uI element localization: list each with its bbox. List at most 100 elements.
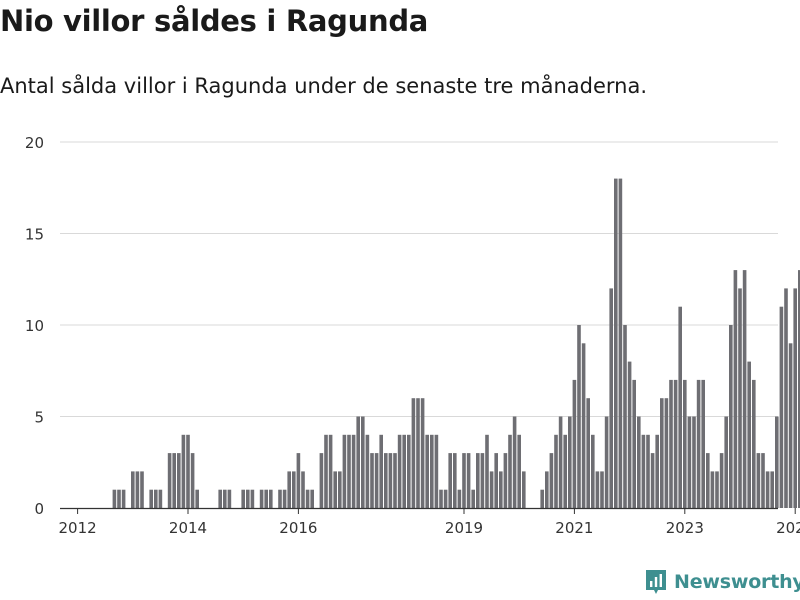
bar (646, 434, 650, 508)
bar (600, 471, 604, 508)
bar (577, 325, 581, 508)
bar (480, 453, 485, 508)
bar (388, 453, 393, 508)
bar (117, 489, 121, 508)
bar (319, 453, 324, 508)
bar (499, 471, 503, 508)
bar (384, 453, 388, 508)
bar (186, 434, 190, 508)
bar (195, 489, 199, 508)
bar (650, 453, 655, 508)
x-tick-label: 2012 (59, 519, 97, 537)
y-tick-label: 10 (25, 317, 44, 335)
bar (338, 471, 342, 508)
bar (172, 453, 176, 508)
bar (425, 434, 429, 508)
bar (416, 398, 420, 508)
bar (397, 434, 402, 508)
bar (190, 453, 195, 508)
y-tick-label: 5 (34, 409, 44, 427)
chart-subtitle: Antal sålda villor i Ragunda under de se… (0, 74, 648, 98)
bar (508, 434, 512, 508)
bar (223, 489, 227, 508)
bar (770, 471, 774, 508)
bar (282, 489, 287, 508)
bar (443, 489, 448, 508)
bar (361, 416, 365, 508)
x-tick-label: 2019 (445, 519, 483, 537)
bar (301, 471, 305, 508)
bar (522, 471, 526, 508)
bar (471, 489, 475, 508)
bar (752, 379, 756, 508)
bar (131, 471, 135, 508)
bar (264, 489, 268, 508)
bar (747, 361, 751, 508)
bar (706, 453, 710, 508)
x-axis-ticks: 2012 2014 2016 2019 2021 2023 2025 (59, 508, 800, 537)
bar (742, 270, 747, 508)
x-tick-label: 2014 (169, 519, 207, 537)
bar (494, 453, 498, 508)
bar (756, 453, 761, 508)
bar (517, 434, 521, 508)
y-tick-label: 15 (25, 226, 44, 244)
bar (489, 471, 494, 508)
bar (466, 453, 471, 508)
bar (554, 434, 558, 508)
bar (558, 416, 563, 508)
bar (637, 416, 641, 508)
bar (678, 306, 682, 508)
bar (292, 471, 296, 508)
bar (246, 489, 250, 508)
bar (765, 471, 770, 508)
x-tick-label: 2023 (666, 519, 704, 537)
gridlines (60, 141, 778, 417)
x-tick-label: 2021 (555, 519, 593, 537)
bar (641, 434, 646, 508)
brand-name: Newsworthy (674, 571, 800, 593)
x-tick-label: 2025 (776, 519, 800, 537)
bar (374, 453, 379, 508)
bar (604, 416, 609, 508)
bar (430, 434, 434, 508)
bar (655, 434, 659, 508)
bar (269, 489, 273, 508)
bar (135, 471, 140, 508)
bar (729, 325, 733, 508)
bar (719, 453, 724, 508)
bar (296, 453, 301, 508)
bar (627, 361, 632, 508)
bar (733, 270, 738, 508)
bar (342, 434, 347, 508)
bar (305, 489, 310, 508)
bar (241, 489, 245, 508)
bar (324, 434, 328, 508)
bar (775, 416, 779, 508)
newsworthy-chart-icon (646, 570, 666, 594)
bar (568, 416, 572, 508)
bar (356, 416, 360, 508)
bar (788, 343, 793, 508)
bar (660, 398, 664, 508)
bar (370, 453, 374, 508)
bar (227, 489, 232, 508)
bar (512, 416, 517, 508)
bar (581, 343, 586, 508)
bar (696, 379, 701, 508)
bar (140, 471, 144, 508)
bar (724, 416, 728, 508)
bar (328, 434, 333, 508)
bar (154, 489, 158, 508)
y-tick-label: 20 (25, 134, 44, 152)
bar (664, 398, 669, 508)
bar (591, 434, 595, 508)
bar (434, 434, 439, 508)
bar (278, 489, 282, 508)
bar (673, 379, 678, 508)
bar (448, 453, 452, 508)
bar (563, 434, 567, 508)
bar (793, 288, 797, 508)
bar (259, 489, 264, 508)
bar (351, 434, 356, 508)
